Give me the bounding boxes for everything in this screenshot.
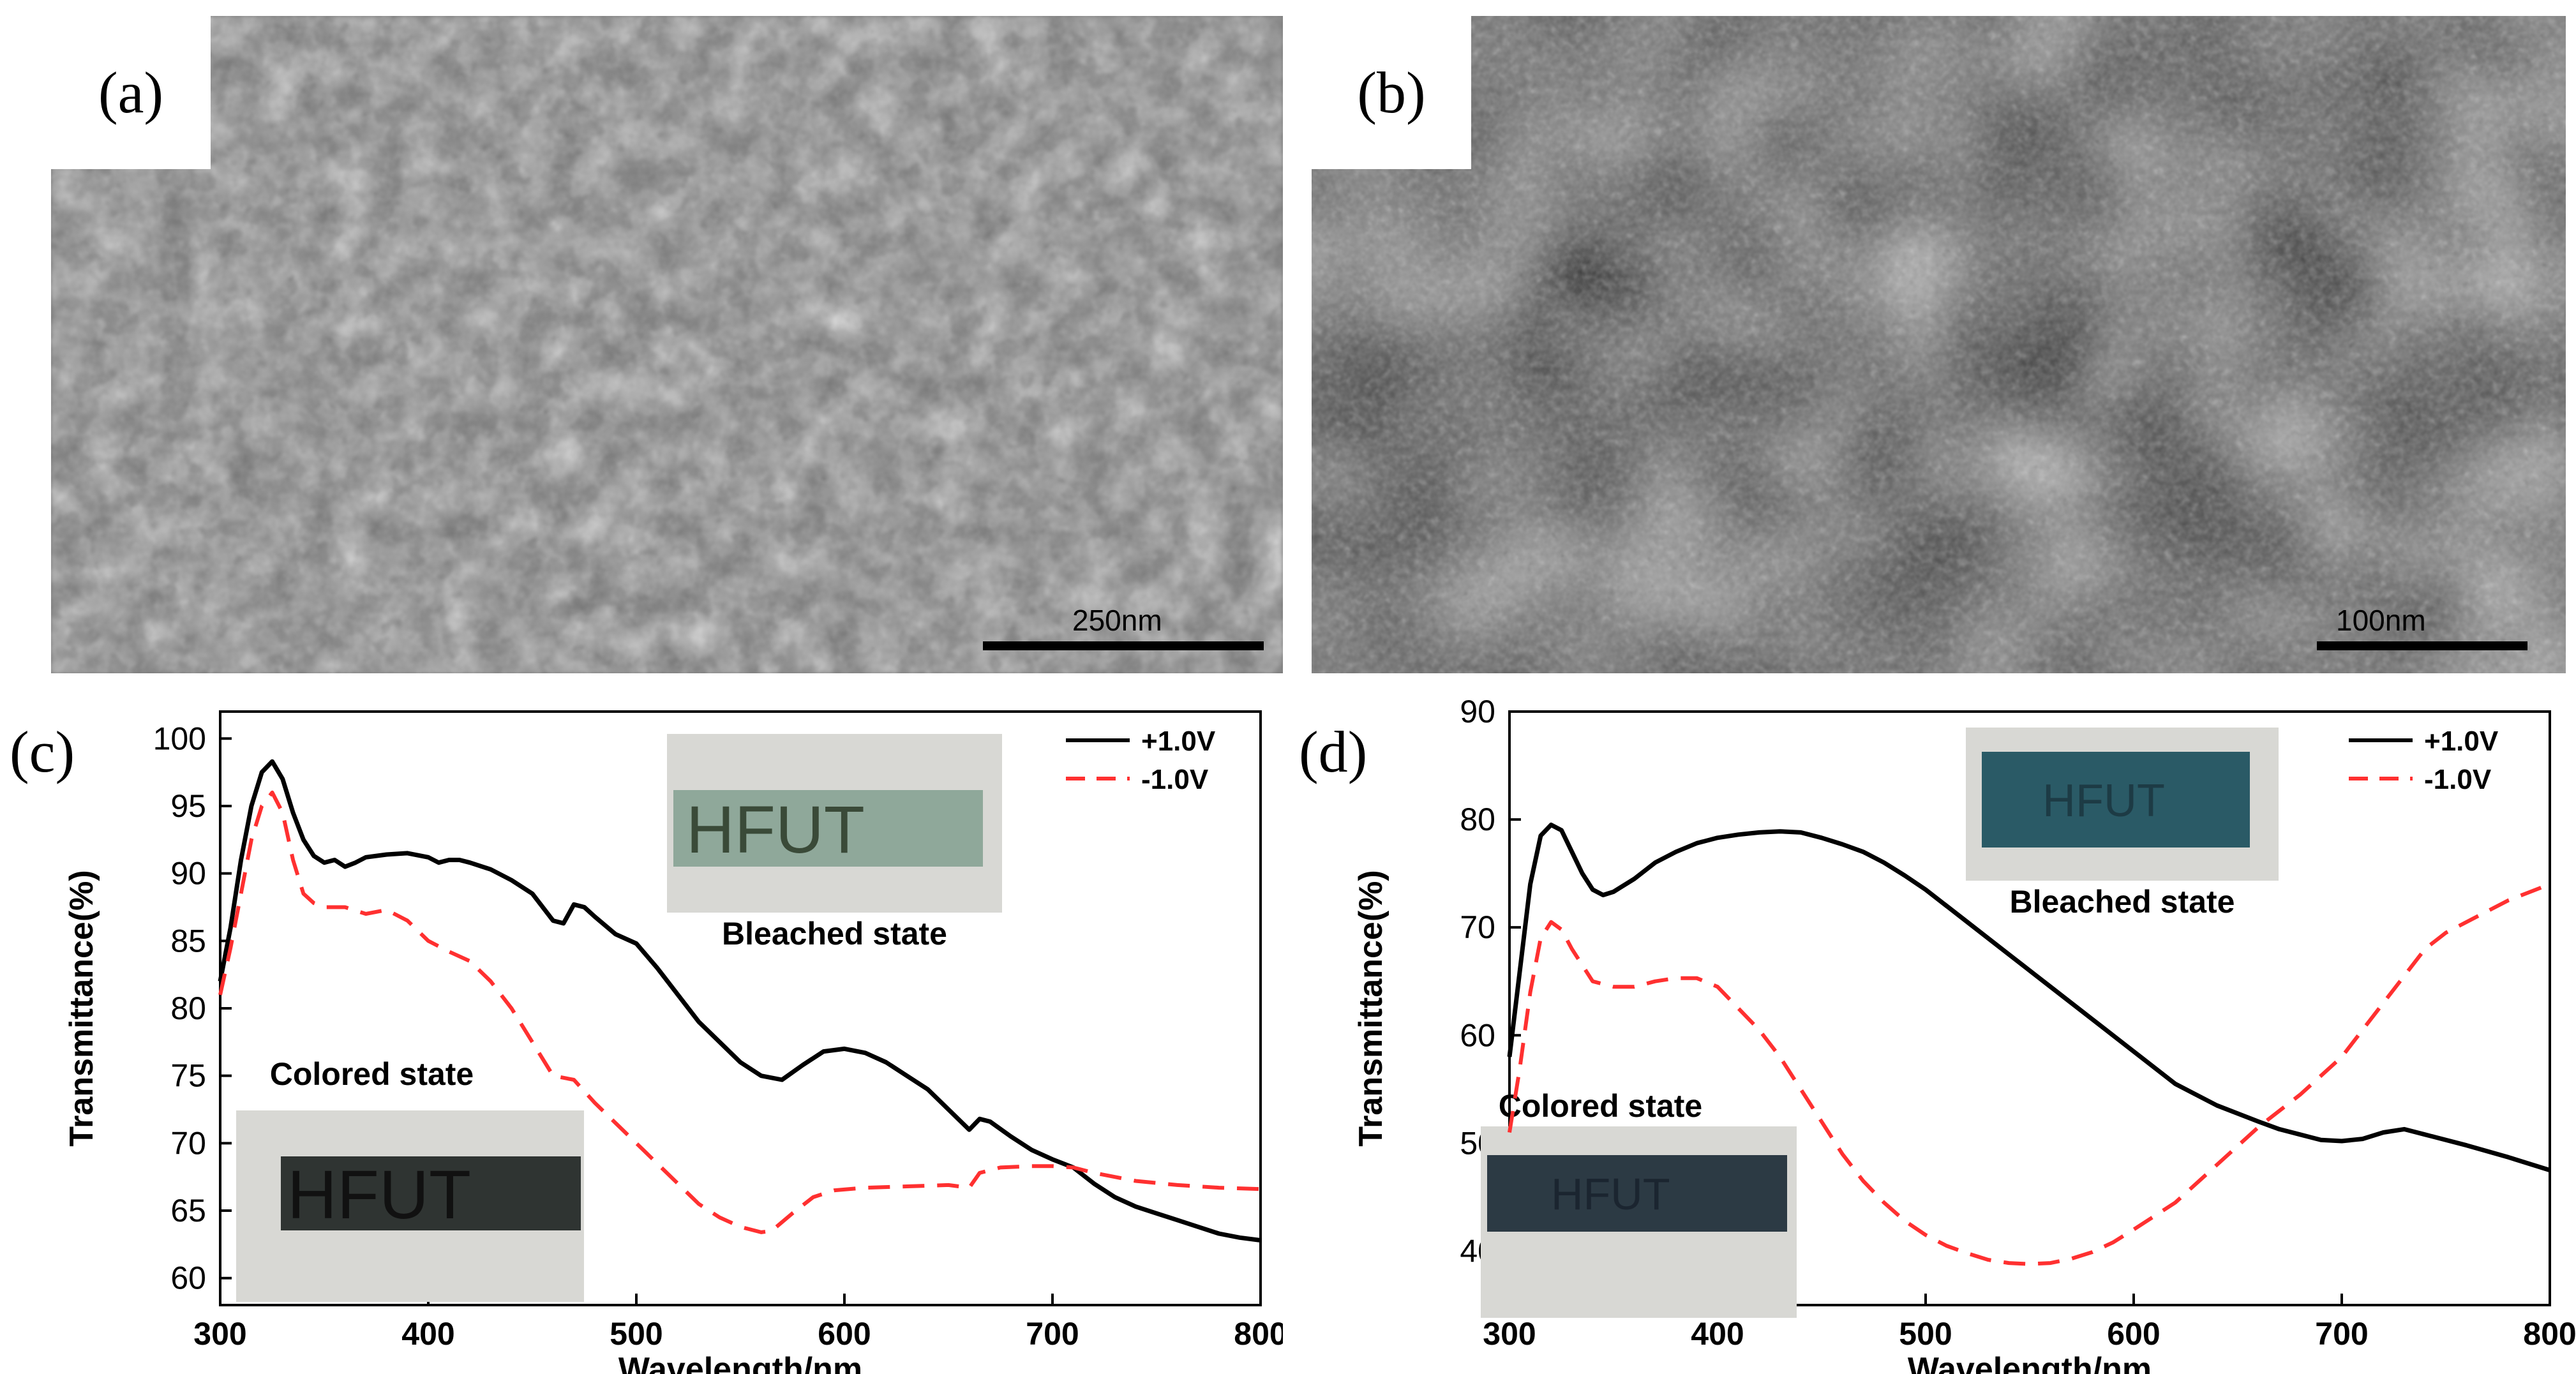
y-axis-label: Transmittance(%) — [1352, 870, 1389, 1146]
bottom-inset: HFUT Colored state — [1481, 1088, 1797, 1318]
x-tick-label: 400 — [401, 1316, 454, 1352]
top-inset-caption: Bleached state — [2010, 884, 2235, 920]
series-line-plus — [1507, 823, 2551, 1172]
y-tick-label: 90 — [1460, 696, 1495, 729]
x-tick-label: 400 — [1691, 1316, 1744, 1352]
scale-bar-b — [2317, 641, 2527, 650]
top-inset: HFUT Bleached state — [667, 734, 1002, 952]
x-tick-label: 300 — [193, 1316, 246, 1352]
sem-image-b — [1312, 16, 2566, 673]
y-tick-label: 80 — [1460, 802, 1495, 837]
y-tick-label: 70 — [1460, 909, 1495, 945]
x-tick-label: 300 — [1483, 1316, 1536, 1352]
panel-a: (a) 250nm — [51, 16, 1283, 673]
top-inset-glass — [1982, 752, 2250, 848]
x-axis-label: Wavelength/nm — [618, 1351, 862, 1374]
legend-label: +1.0V — [2424, 726, 2499, 757]
bottom-inset-glass — [1487, 1155, 1787, 1232]
y-tick-label: 95 — [170, 788, 206, 824]
x-tick-label: 500 — [1899, 1316, 1952, 1352]
legend-label: +1.0V — [1141, 726, 1216, 757]
bottom-inset-text: HFUT — [287, 1156, 471, 1233]
y-tick-label: 60 — [1460, 1017, 1495, 1053]
series-line-minus — [218, 790, 1261, 1234]
panel-b: (b) 100nm — [1312, 16, 2566, 673]
x-tick-label: 500 — [610, 1316, 663, 1352]
y-tick-label: 90 — [170, 856, 206, 892]
bottom-inset-caption: Colored state — [270, 1056, 474, 1092]
series-line-plus — [218, 759, 1261, 1243]
y-axis-label: Transmittance(%) — [63, 870, 100, 1146]
sem-texture-a — [51, 16, 1283, 673]
y-tick-label: 75 — [170, 1058, 206, 1094]
top-inset-glass — [673, 790, 983, 867]
top-inset: HFUT Bleached state — [1966, 728, 2279, 920]
x-tick-label: 800 — [1234, 1316, 1283, 1352]
x-axis-label: Wavelength/nm — [1908, 1351, 2152, 1374]
legend-label: -1.0V — [1141, 764, 1209, 795]
panel-label-d: (d) — [1299, 719, 1368, 784]
y-tick-label: 70 — [170, 1125, 206, 1161]
x-tick-label: 600 — [2107, 1316, 2160, 1352]
y-tick-label: 65 — [170, 1193, 206, 1228]
top-inset-text: HFUT — [2042, 775, 2165, 826]
x-tick-label: 700 — [2315, 1316, 2368, 1352]
bottom-inset-text: HFUT — [1551, 1169, 1670, 1219]
scale-bar-label-b: 100nm — [2336, 604, 2426, 637]
series-line-minus — [1508, 882, 2551, 1266]
bottom-inset: HFUT Colored state — [236, 1056, 584, 1302]
y-tick-label: 60 — [170, 1260, 206, 1296]
bottom-inset-glass — [281, 1156, 581, 1230]
panel-label-b: (b) — [1312, 16, 1471, 169]
sem-texture-b — [1312, 16, 2566, 673]
chart-c: 300 400 500 600 700 800 60 65 70 75 80 85 90 95 100 Wav… — [63, 710, 1283, 1374]
y-tick-label: 85 — [170, 923, 206, 959]
x-tick-label: 700 — [1026, 1316, 1079, 1352]
scale-bar-label-a: 250nm — [1072, 604, 1162, 637]
top-inset-caption: Bleached state — [722, 916, 947, 952]
top-inset-text: HFUT — [686, 793, 865, 867]
sem-image-a — [51, 16, 1283, 673]
scale-bar-a — [983, 641, 1264, 650]
panel-label-a: (a) — [51, 16, 211, 169]
y-tick-label: 100 — [153, 721, 206, 756]
chart-d: 300 400 500 600 700 800405060708090Wavelength… — [1352, 696, 2576, 1374]
y-tick-label: 80 — [170, 990, 206, 1026]
legend-label: -1.0V — [2424, 764, 2492, 795]
x-tick-label: 800 — [2523, 1316, 2576, 1352]
x-tick-label: 600 — [818, 1316, 871, 1352]
panel-label-c: (c) — [10, 719, 75, 784]
bottom-inset-caption: Colored state — [1499, 1088, 1703, 1124]
